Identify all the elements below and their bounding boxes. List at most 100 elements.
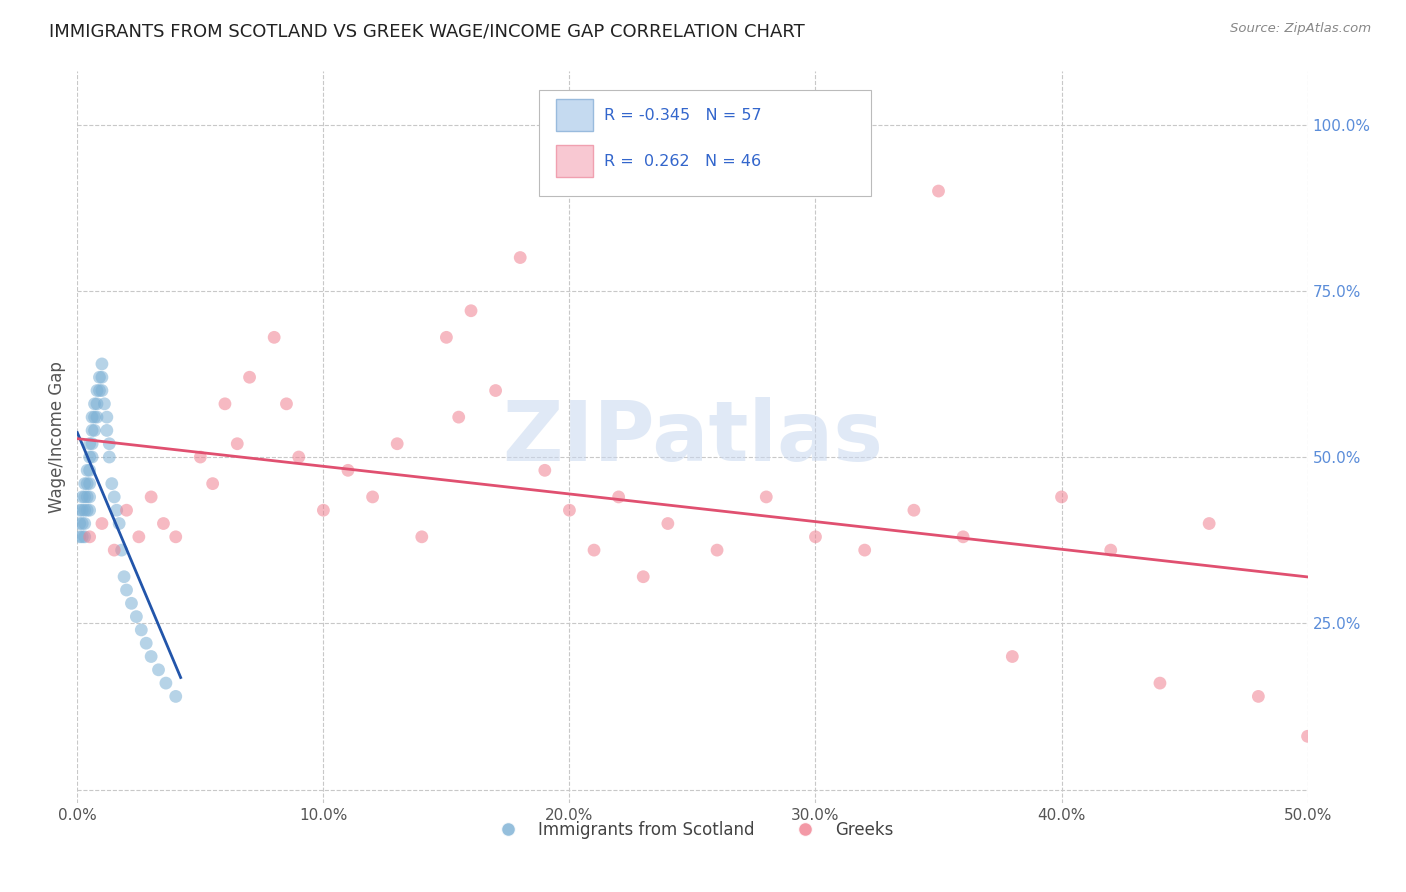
Point bbox=[98, 436, 121, 450]
Point bbox=[928, 184, 950, 198]
Point bbox=[952, 530, 974, 544]
Point bbox=[98, 450, 121, 464]
Point bbox=[214, 397, 236, 411]
Point bbox=[1198, 516, 1220, 531]
Text: R =  0.262   N = 46: R = 0.262 N = 46 bbox=[605, 153, 761, 169]
Point bbox=[128, 530, 150, 544]
FancyBboxPatch shape bbox=[538, 90, 870, 195]
Point bbox=[82, 424, 104, 438]
Point bbox=[90, 370, 114, 384]
Point bbox=[706, 543, 728, 558]
Text: Source: ZipAtlas.com: Source: ZipAtlas.com bbox=[1230, 22, 1371, 36]
Point bbox=[101, 476, 124, 491]
Point bbox=[1296, 729, 1319, 743]
Point bbox=[79, 436, 101, 450]
Point bbox=[152, 516, 174, 531]
Point bbox=[558, 503, 581, 517]
Point bbox=[111, 543, 132, 558]
Point bbox=[70, 490, 93, 504]
Point bbox=[447, 410, 470, 425]
Point bbox=[141, 649, 163, 664]
Point bbox=[79, 503, 101, 517]
Point bbox=[76, 476, 98, 491]
Point bbox=[804, 530, 827, 544]
Point bbox=[583, 543, 606, 558]
FancyBboxPatch shape bbox=[555, 99, 593, 131]
Point bbox=[288, 450, 311, 464]
Point bbox=[82, 436, 104, 450]
Point bbox=[148, 663, 170, 677]
Point bbox=[657, 516, 679, 531]
Point bbox=[755, 490, 778, 504]
Text: IMMIGRANTS FROM SCOTLAND VS GREEK WAGE/INCOME GAP CORRELATION CHART: IMMIGRANTS FROM SCOTLAND VS GREEK WAGE/I… bbox=[49, 22, 806, 40]
Point bbox=[86, 384, 108, 398]
Point bbox=[93, 397, 115, 411]
Point bbox=[226, 436, 249, 450]
Point bbox=[86, 410, 108, 425]
Point bbox=[108, 516, 131, 531]
Legend: Immigrants from Scotland, Greeks: Immigrants from Scotland, Greeks bbox=[485, 814, 900, 846]
Point bbox=[69, 530, 91, 544]
Point bbox=[73, 503, 96, 517]
Point bbox=[70, 503, 93, 517]
Point bbox=[534, 463, 557, 477]
Point bbox=[70, 516, 93, 531]
Point bbox=[129, 623, 153, 637]
Point bbox=[1247, 690, 1270, 704]
Point bbox=[83, 410, 105, 425]
Point bbox=[141, 490, 163, 504]
Text: R = -0.345   N = 57: R = -0.345 N = 57 bbox=[605, 108, 762, 123]
Point bbox=[165, 530, 187, 544]
Point bbox=[83, 424, 105, 438]
Point bbox=[115, 503, 138, 517]
Point bbox=[385, 436, 409, 450]
Point bbox=[1050, 490, 1073, 504]
Point bbox=[70, 530, 93, 544]
Point bbox=[485, 384, 508, 398]
Point bbox=[361, 490, 384, 504]
Text: ZIPatlas: ZIPatlas bbox=[502, 397, 883, 477]
Point bbox=[76, 503, 98, 517]
Point bbox=[79, 450, 101, 464]
Point bbox=[112, 570, 135, 584]
Point bbox=[263, 330, 285, 344]
Point bbox=[76, 490, 98, 504]
Point bbox=[69, 503, 91, 517]
Point bbox=[436, 330, 458, 344]
Point bbox=[89, 384, 111, 398]
Point bbox=[165, 690, 187, 704]
Point bbox=[135, 636, 157, 650]
Point bbox=[1001, 649, 1024, 664]
Point bbox=[90, 384, 114, 398]
Point bbox=[86, 397, 108, 411]
Point bbox=[82, 410, 104, 425]
Point bbox=[201, 476, 224, 491]
Point bbox=[73, 490, 96, 504]
Point bbox=[103, 543, 125, 558]
Point bbox=[188, 450, 212, 464]
Point bbox=[509, 251, 531, 265]
Point bbox=[633, 570, 655, 584]
Y-axis label: Wage/Income Gap: Wage/Income Gap bbox=[48, 361, 66, 513]
Point bbox=[607, 490, 630, 504]
Point bbox=[460, 303, 482, 318]
Point bbox=[69, 516, 91, 531]
Point bbox=[79, 463, 101, 477]
Point bbox=[125, 609, 148, 624]
Point bbox=[89, 370, 111, 384]
Point bbox=[155, 676, 177, 690]
Point bbox=[105, 503, 128, 517]
Point bbox=[96, 424, 118, 438]
Point bbox=[903, 503, 925, 517]
Point bbox=[1149, 676, 1171, 690]
Point bbox=[411, 530, 433, 544]
Point bbox=[79, 490, 101, 504]
Point bbox=[79, 476, 101, 491]
Point bbox=[1099, 543, 1122, 558]
Point bbox=[73, 530, 96, 544]
Point bbox=[82, 450, 104, 464]
Point bbox=[121, 596, 143, 610]
Point bbox=[73, 476, 96, 491]
Point bbox=[79, 530, 101, 544]
Point bbox=[312, 503, 335, 517]
